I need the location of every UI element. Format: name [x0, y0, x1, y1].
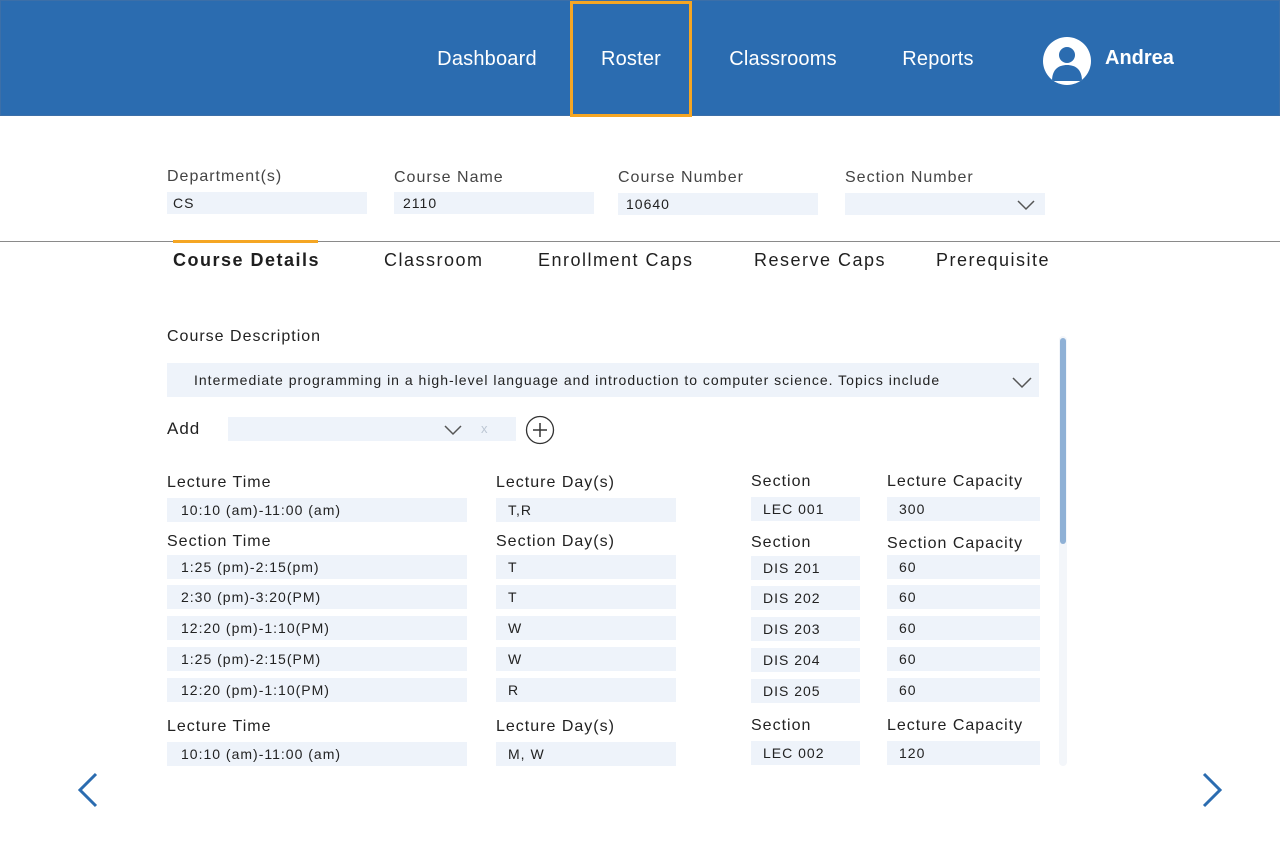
section-label: Section [751, 534, 812, 551]
section-number-field[interactable]: DIS 204 [751, 648, 860, 672]
section-capacity-field[interactable]: 60 [887, 678, 1040, 702]
department-field[interactable]: CS [167, 192, 367, 214]
section-days-field[interactable]: T [496, 555, 676, 579]
course-number-label: Course Number [618, 169, 744, 186]
chevron-down-icon [1017, 200, 1035, 211]
nav-dashboard[interactable]: Dashboard [437, 47, 537, 70]
section-capacity-field[interactable]: 60 [887, 616, 1040, 640]
arrow-left-icon[interactable] [76, 770, 104, 810]
section-number-field[interactable]: DIS 203 [751, 617, 860, 641]
arrow-right-icon[interactable] [1196, 770, 1224, 810]
lecture-section-field[interactable]: LEC 001 [751, 497, 860, 521]
section-time-field[interactable]: 1:25 (pm)-2:15(PM) [167, 647, 467, 671]
section-label: Section [751, 717, 812, 734]
tab-reserve-caps[interactable]: Reserve Caps [754, 250, 887, 270]
scrollbar-thumb[interactable] [1060, 338, 1066, 544]
nav-roster[interactable]: Roster [570, 1, 692, 117]
lecture-capacity-field[interactable]: 120 [887, 741, 1040, 765]
section-time-field[interactable]: 2:30 (pm)-3:20(PM) [167, 585, 467, 609]
clear-icon[interactable]: x [481, 421, 489, 436]
lecture-time-label: Lecture Time [167, 474, 272, 491]
lecture-time-field[interactable]: 10:10 (am)-11:00 (am) [167, 742, 467, 766]
section-number-field[interactable]: DIS 202 [751, 586, 860, 610]
scrollbar-track[interactable] [1059, 336, 1067, 766]
course-description-field[interactable]: Intermediate programming in a high-level… [167, 363, 1039, 397]
section-capacity-field[interactable]: 60 [887, 647, 1040, 671]
course-description-label: Course Description [167, 328, 322, 345]
section-time-label: Section Time [167, 533, 272, 550]
tab-classroom[interactable]: Classroom [384, 250, 484, 270]
lecture-days-label: Lecture Day(s) [496, 718, 615, 735]
lecture-days-field[interactable]: T,R [496, 498, 676, 522]
top-navigation-bar: Dashboard Roster Classrooms Reports Andr… [0, 0, 1280, 117]
nav-reports[interactable]: Reports [902, 47, 974, 70]
section-days-field[interactable]: T [496, 585, 676, 609]
chevron-down-icon[interactable] [1012, 376, 1032, 389]
active-tab-indicator [173, 240, 318, 243]
course-name-field[interactable]: 2110 [394, 192, 594, 214]
lecture-time-field[interactable]: 10:10 (am)-11:00 (am) [167, 498, 467, 522]
lecture-capacity-field[interactable]: 300 [887, 497, 1040, 521]
section-label: Section [751, 473, 812, 490]
add-label: Add [167, 419, 201, 438]
tab-course-details[interactable]: Course Details [173, 250, 321, 270]
section-time-field[interactable]: 1:25 (pm)-2:15(pm) [167, 555, 467, 579]
user-avatar-icon[interactable] [1043, 37, 1091, 85]
department-label: Department(s) [167, 168, 283, 185]
section-time-field[interactable]: 12:20 (pm)-1:10(PM) [167, 678, 467, 702]
user-name[interactable]: Andrea [1105, 47, 1174, 69]
section-capacity-label: Section Capacity [887, 535, 1024, 552]
section-capacity-field[interactable]: 60 [887, 555, 1040, 579]
chevron-down-icon [444, 425, 462, 436]
lecture-days-field[interactable]: M, W [496, 742, 676, 766]
section-number-label: Section Number [845, 169, 974, 186]
section-days-field[interactable]: W [496, 647, 676, 671]
section-days-field[interactable]: R [496, 678, 676, 702]
lecture-section-field[interactable]: LEC 002 [751, 741, 860, 765]
section-days-field[interactable]: W [496, 616, 676, 640]
tab-enrollment-caps[interactable]: Enrollment Caps [538, 250, 694, 270]
course-number-field[interactable]: 10640 [618, 193, 818, 215]
section-days-label: Section Day(s) [496, 533, 615, 550]
add-select[interactable]: x [228, 417, 516, 441]
lecture-capacity-label: Lecture Capacity [887, 717, 1024, 734]
course-name-label: Course Name [394, 169, 504, 186]
lecture-capacity-label: Lecture Capacity [887, 473, 1024, 490]
header-divider [0, 241, 1280, 242]
section-number-field[interactable]: DIS 201 [751, 556, 860, 580]
tab-prerequisite[interactable]: Prerequisite [936, 250, 1051, 270]
section-number-select[interactable] [845, 193, 1045, 215]
section-number-field[interactable]: DIS 205 [751, 679, 860, 703]
section-time-field[interactable]: 12:20 (pm)-1:10(PM) [167, 616, 467, 640]
lecture-days-label: Lecture Day(s) [496, 474, 615, 491]
course-description-text: Intermediate programming in a high-level… [194, 372, 941, 388]
nav-classrooms[interactable]: Classrooms [729, 47, 837, 70]
lecture-time-label: Lecture Time [167, 718, 272, 735]
plus-circle-icon[interactable] [525, 415, 555, 445]
section-capacity-field[interactable]: 60 [887, 585, 1040, 609]
